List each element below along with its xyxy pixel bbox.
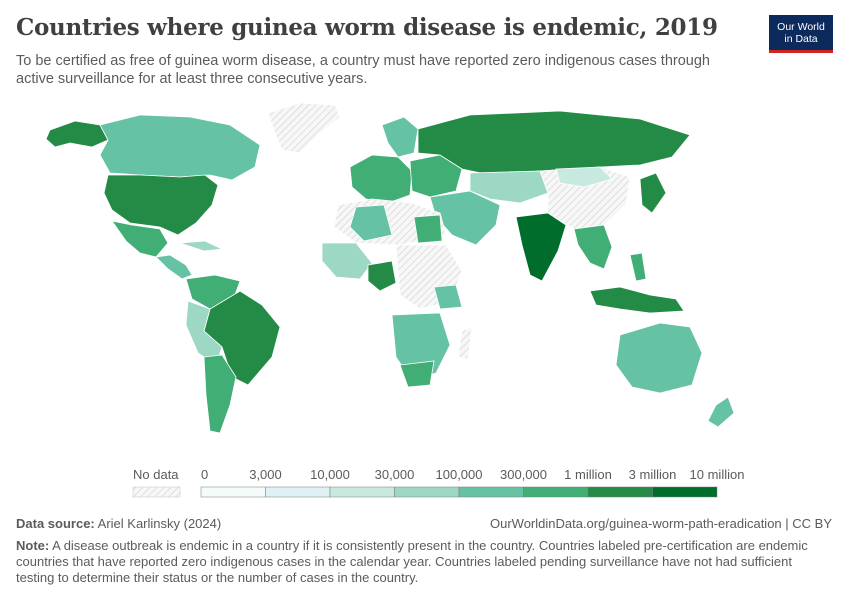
owid-logo[interactable]: Our World in Data xyxy=(769,15,833,53)
data-source-label: Data source: xyxy=(16,516,95,531)
legend-swatch[interactable] xyxy=(200,486,266,498)
legend-bin-label: 3 million xyxy=(629,467,677,482)
chart-title: Countries where guinea worm disease is e… xyxy=(16,14,718,41)
legend-bin-label: 10,000 xyxy=(310,467,350,482)
chart-subtitle: To be certified as free of guinea worm d… xyxy=(16,53,710,87)
legend-no-data-label: No data xyxy=(133,467,179,482)
region-central-america[interactable] xyxy=(155,254,193,280)
note-text: A disease outbreak is endemic in a count… xyxy=(16,538,808,585)
source-link[interactable]: OurWorldinData.org/guinea-worm-path-erad… xyxy=(489,516,832,531)
region-indonesia[interactable] xyxy=(589,286,685,314)
legend-swatch[interactable] xyxy=(394,486,460,498)
legend-bin-label: 10 million xyxy=(690,467,745,482)
chart-note: Note: A disease outbreak is endemic in a… xyxy=(16,538,831,586)
legend-bin-label: 30,000 xyxy=(375,467,415,482)
region-australia[interactable] xyxy=(615,322,703,394)
logo-line-1: Our World xyxy=(777,21,825,33)
legend-swatch[interactable] xyxy=(458,486,524,498)
world-map xyxy=(45,102,735,434)
region-egypt[interactable] xyxy=(413,214,443,244)
region-southern-cone[interactable] xyxy=(203,354,237,434)
legend-no-data-swatch[interactable] xyxy=(132,486,181,498)
legend-swatch[interactable] xyxy=(523,486,589,498)
legend-swatch[interactable] xyxy=(652,486,718,498)
region-caribbean[interactable] xyxy=(179,240,224,252)
legend-bin-label: 0 xyxy=(201,467,208,482)
region-usa[interactable] xyxy=(103,174,219,236)
region-canada[interactable] xyxy=(99,114,261,181)
region-madagascar[interactable] xyxy=(457,326,473,360)
region-algeria[interactable] xyxy=(349,204,393,242)
legend-swatch[interactable] xyxy=(265,486,331,498)
region-ethiopia[interactable] xyxy=(433,284,463,310)
region-greenland[interactable] xyxy=(267,102,341,154)
legend-bin-label: 1 million xyxy=(564,467,612,482)
region-philippines[interactable] xyxy=(629,252,647,282)
region-scandinavia[interactable] xyxy=(381,116,419,158)
region-new-zealand[interactable] xyxy=(707,396,735,428)
logo-line-2: in Data xyxy=(784,33,818,45)
legend-swatch[interactable] xyxy=(329,486,395,498)
legend-swatch[interactable] xyxy=(587,486,653,498)
region-india[interactable] xyxy=(515,212,567,282)
region-mongolia[interactable] xyxy=(555,166,613,188)
note-label: Note: xyxy=(16,538,50,553)
region-alaska[interactable] xyxy=(45,120,109,148)
region-japan[interactable] xyxy=(639,172,667,214)
region-south-africa[interactable] xyxy=(399,360,435,388)
region-mexico[interactable] xyxy=(111,220,169,258)
legend-bin-label: 300,000 xyxy=(500,467,547,482)
region-nigeria[interactable] xyxy=(367,260,397,292)
legend-bin-label: 3,000 xyxy=(249,467,282,482)
region-west-africa[interactable] xyxy=(321,242,373,280)
map-legend: No data 0 3,000 10,000 30,000 100,000 300,000… xyxy=(132,467,745,498)
region-russia[interactable] xyxy=(417,110,691,176)
data-source-value: Ariel Karlinsky (2024) xyxy=(97,516,222,531)
region-western-europe[interactable] xyxy=(349,154,413,204)
legend-bins: 0 3,000 10,000 30,000 100,000 300,000 1 millio… xyxy=(200,467,745,498)
data-source: Data source: Ariel Karlinsky (2024) xyxy=(16,516,221,531)
legend-bin-label: 100,000 xyxy=(436,467,483,482)
region-southeast-asia[interactable] xyxy=(573,224,613,270)
